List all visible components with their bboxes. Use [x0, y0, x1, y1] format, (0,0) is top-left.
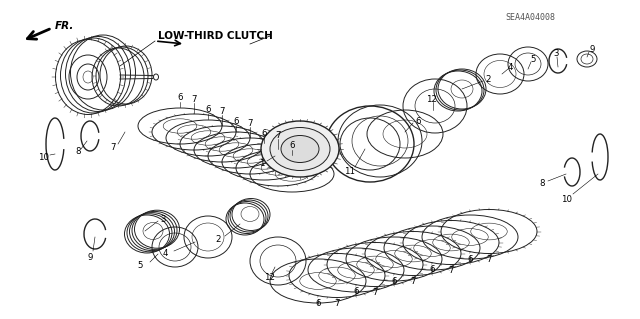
Text: 6: 6 [391, 277, 397, 286]
Text: 7: 7 [486, 255, 492, 264]
Text: FR.: FR. [55, 21, 74, 31]
Text: 7: 7 [448, 266, 454, 275]
Text: 7: 7 [372, 288, 378, 297]
Text: 6: 6 [177, 93, 183, 102]
Text: 3: 3 [553, 49, 559, 58]
Text: 6: 6 [316, 299, 321, 308]
Text: 6: 6 [233, 117, 239, 127]
Text: 8: 8 [76, 146, 81, 155]
Text: 7: 7 [247, 118, 253, 128]
Text: 6: 6 [261, 130, 267, 138]
Text: 4: 4 [163, 249, 168, 258]
Text: 6: 6 [415, 116, 420, 125]
Text: 2: 2 [485, 75, 491, 84]
Text: 7: 7 [191, 94, 196, 103]
Text: 6: 6 [353, 287, 359, 296]
Ellipse shape [281, 136, 319, 162]
Text: 12: 12 [426, 94, 438, 103]
Text: 7: 7 [110, 143, 116, 152]
Text: 6: 6 [205, 106, 211, 115]
Ellipse shape [270, 128, 330, 170]
Text: 8: 8 [540, 180, 545, 189]
Text: 12: 12 [264, 272, 275, 281]
Text: 10: 10 [561, 195, 573, 204]
Text: 2: 2 [215, 234, 221, 243]
Ellipse shape [261, 121, 339, 177]
Text: LOW-THIRD CLUTCH: LOW-THIRD CLUTCH [158, 31, 273, 41]
Text: 9: 9 [87, 253, 93, 262]
Text: 10: 10 [38, 152, 49, 161]
Text: 6: 6 [429, 265, 435, 275]
Text: 3: 3 [160, 214, 166, 224]
Text: SEA4A04008: SEA4A04008 [505, 12, 555, 21]
Text: 6: 6 [467, 255, 473, 263]
Text: 5: 5 [137, 262, 143, 271]
Text: 11: 11 [344, 167, 355, 175]
Text: 4: 4 [508, 63, 513, 71]
Text: 7: 7 [275, 130, 281, 139]
Text: 6: 6 [289, 142, 295, 151]
Text: 5: 5 [531, 55, 536, 63]
Text: 7: 7 [410, 277, 416, 286]
Text: 9: 9 [589, 44, 595, 54]
Text: 1: 1 [259, 160, 265, 168]
Text: 7: 7 [220, 107, 225, 115]
Text: 7: 7 [334, 299, 340, 308]
